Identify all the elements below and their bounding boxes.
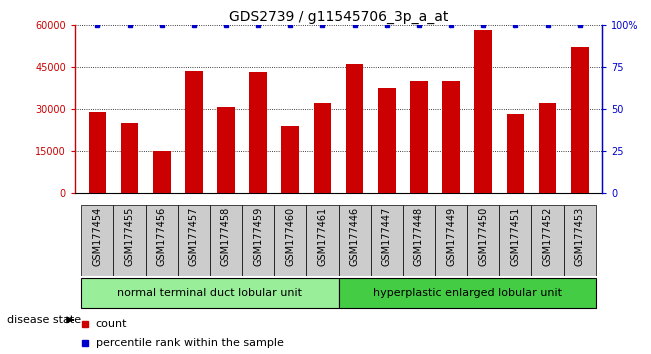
Text: hyperplastic enlarged lobular unit: hyperplastic enlarged lobular unit <box>372 288 562 298</box>
Bar <box>531 205 564 276</box>
Text: GSM177456: GSM177456 <box>157 207 167 266</box>
Bar <box>153 151 171 193</box>
Bar <box>210 205 242 276</box>
Bar <box>370 205 403 276</box>
Bar <box>81 278 339 308</box>
Text: GSM177451: GSM177451 <box>510 207 520 266</box>
Bar <box>185 71 202 193</box>
Bar <box>346 64 363 193</box>
Text: normal terminal duct lobular unit: normal terminal duct lobular unit <box>117 288 303 298</box>
Text: GSM177455: GSM177455 <box>124 207 135 267</box>
Bar <box>81 205 113 276</box>
Bar <box>435 205 467 276</box>
Text: GSM177458: GSM177458 <box>221 207 231 266</box>
Bar <box>217 108 235 193</box>
Bar <box>307 205 339 276</box>
Text: GSM177457: GSM177457 <box>189 207 199 267</box>
Text: GSM177452: GSM177452 <box>542 207 553 267</box>
Bar <box>89 112 106 193</box>
Bar <box>242 205 274 276</box>
Bar <box>538 103 557 193</box>
Bar <box>403 205 435 276</box>
Bar <box>339 278 596 308</box>
Bar <box>146 205 178 276</box>
Text: percentile rank within the sample: percentile rank within the sample <box>96 338 284 348</box>
Text: GSM177453: GSM177453 <box>575 207 585 266</box>
Text: disease state: disease state <box>7 315 81 325</box>
Text: GSM177449: GSM177449 <box>446 207 456 266</box>
Bar <box>442 81 460 193</box>
Text: GSM177450: GSM177450 <box>478 207 488 266</box>
Text: GSM177454: GSM177454 <box>92 207 102 266</box>
Text: GSM177447: GSM177447 <box>381 207 392 266</box>
Text: GSM177446: GSM177446 <box>350 207 359 266</box>
Text: GSM177461: GSM177461 <box>318 207 327 266</box>
Bar <box>467 205 499 276</box>
Bar <box>339 205 370 276</box>
Bar <box>475 30 492 193</box>
Bar <box>499 205 531 276</box>
Text: GSM177448: GSM177448 <box>414 207 424 266</box>
Text: GSM177459: GSM177459 <box>253 207 263 266</box>
Text: GSM177460: GSM177460 <box>285 207 296 266</box>
Bar <box>120 123 139 193</box>
Bar <box>178 205 210 276</box>
Title: GDS2739 / g11545706_3p_a_at: GDS2739 / g11545706_3p_a_at <box>229 10 448 24</box>
Bar <box>281 126 299 193</box>
Bar <box>249 73 267 193</box>
Bar <box>378 88 396 193</box>
Bar <box>113 205 146 276</box>
Bar <box>274 205 307 276</box>
Bar <box>314 103 331 193</box>
Text: count: count <box>96 319 127 329</box>
Bar <box>506 114 524 193</box>
Bar <box>571 47 589 193</box>
Bar <box>410 81 428 193</box>
Bar <box>564 205 596 276</box>
